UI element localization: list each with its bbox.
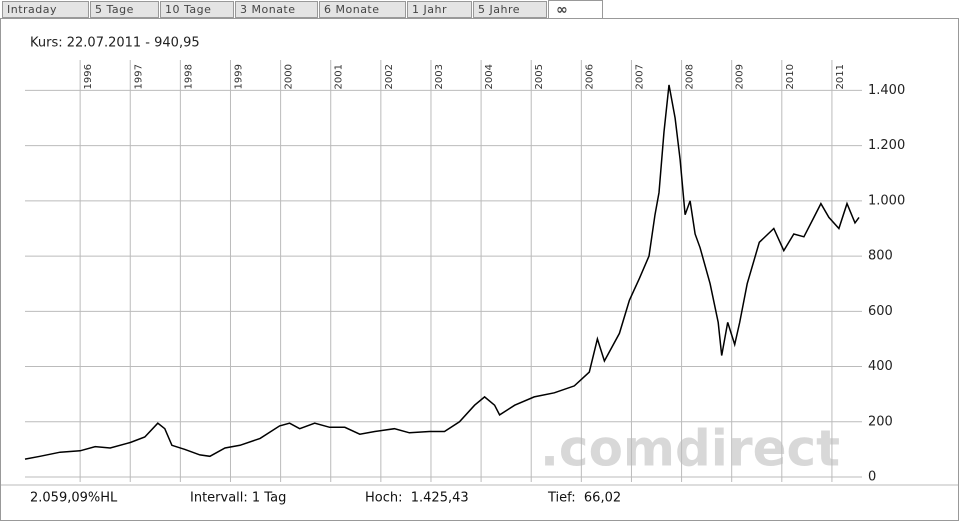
- footer-text: Intervall: 1 Tag: [190, 491, 286, 506]
- y-tick-label: 1.000: [868, 193, 905, 208]
- x-tick-label: 2006: [584, 64, 595, 89]
- tab[interactable]: [548, 0, 603, 19]
- tab[interactable]: [473, 1, 547, 18]
- x-tick-label: 2011: [835, 64, 846, 89]
- y-tick-label: 1.200: [868, 138, 905, 153]
- y-tick-label: 0: [868, 470, 876, 485]
- x-tick-label: 1997: [133, 64, 144, 89]
- footer-text: 2.059,09%HL: [30, 491, 118, 506]
- tab-label[interactable]: 6 Monate: [324, 3, 380, 16]
- x-tick-label: 1996: [83, 64, 94, 89]
- tab-label[interactable]: 5 Tage: [95, 3, 134, 16]
- x-tick-label: 1999: [233, 64, 244, 89]
- tab[interactable]: [160, 1, 234, 18]
- tab[interactable]: [90, 1, 159, 18]
- header: Kurs: 22.07.2011 - 940,95: [30, 36, 200, 51]
- tab[interactable]: [2, 1, 89, 18]
- x-tick-label: 2007: [634, 64, 645, 89]
- y-tick-label: 400: [868, 359, 893, 374]
- tab-label[interactable]: 3 Monate: [240, 3, 296, 16]
- tab-label[interactable]: 1 Jahr: [412, 3, 447, 16]
- y-tick-label: 200: [868, 414, 893, 429]
- x-tick-label: 2008: [685, 64, 696, 89]
- x-tick-label: 2001: [334, 64, 345, 89]
- footer-text: Tief: 66,02: [547, 491, 621, 506]
- frame: [0, 18, 959, 521]
- tab-label[interactable]: ∞: [556, 2, 568, 18]
- y-tick-label: 600: [868, 304, 893, 319]
- footer-text: Hoch: 1.425,43: [365, 491, 469, 506]
- x-tick-label: 2000: [284, 64, 295, 89]
- x-tick-label: 2010: [785, 64, 796, 89]
- x-tick-label: 2005: [534, 64, 545, 89]
- tab-label[interactable]: Intraday: [7, 3, 57, 16]
- tab-label[interactable]: 5 Jahre: [478, 3, 520, 16]
- y-tick-label: 1.400: [868, 83, 905, 98]
- tab-label[interactable]: 10 Tage: [165, 3, 211, 16]
- x-tick-label: 2003: [434, 64, 445, 89]
- price-line: [24, 84, 860, 460]
- x-tick-label: 2004: [484, 64, 495, 89]
- y-tick-label: 800: [868, 249, 893, 264]
- tab[interactable]: [319, 1, 406, 18]
- x-tick-label: 1998: [183, 64, 194, 89]
- x-tick-label: 2009: [735, 64, 746, 89]
- tab[interactable]: [235, 1, 318, 18]
- x-tick-label: 2002: [384, 64, 395, 89]
- tab[interactable]: [407, 1, 472, 18]
- watermark: .comdirect: [540, 420, 840, 478]
